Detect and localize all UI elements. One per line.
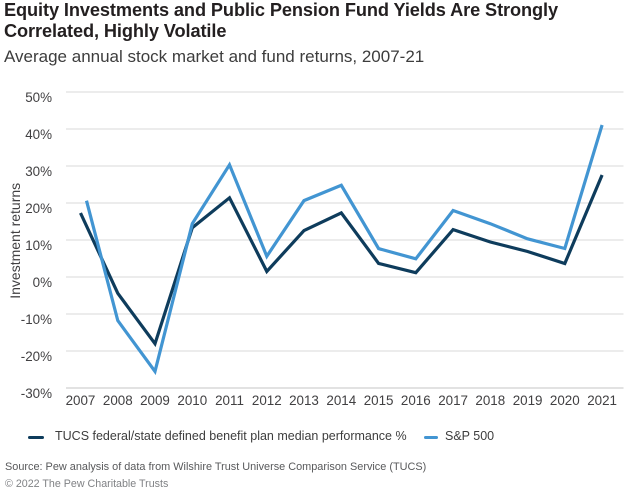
- svg-text:2016: 2016: [401, 393, 431, 408]
- svg-text:2020: 2020: [550, 393, 580, 408]
- svg-text:2009: 2009: [140, 393, 170, 408]
- svg-text:20%: 20%: [25, 201, 52, 216]
- svg-text:2017: 2017: [438, 393, 468, 408]
- svg-text:0%: 0%: [33, 275, 52, 290]
- svg-text:50%: 50%: [25, 90, 52, 105]
- svg-text:2007: 2007: [66, 393, 96, 408]
- svg-text:2011: 2011: [215, 393, 244, 408]
- svg-text:-10%: -10%: [21, 312, 52, 327]
- svg-text:2014: 2014: [326, 393, 356, 408]
- svg-text:2015: 2015: [364, 393, 394, 408]
- svg-text:2013: 2013: [289, 393, 319, 408]
- svg-text:2018: 2018: [475, 393, 505, 408]
- svg-text:Investment returns: Investment returns: [7, 183, 23, 299]
- svg-text:2012: 2012: [252, 393, 282, 408]
- svg-text:-20%: -20%: [21, 349, 52, 364]
- svg-text:2008: 2008: [103, 393, 133, 408]
- svg-text:10%: 10%: [25, 238, 52, 253]
- svg-text:40%: 40%: [25, 127, 52, 142]
- svg-text:30%: 30%: [25, 164, 52, 179]
- svg-text:2010: 2010: [177, 393, 207, 408]
- svg-text:2019: 2019: [513, 393, 543, 408]
- svg-text:-30%: -30%: [21, 386, 52, 401]
- svg-text:2021: 2021: [587, 393, 617, 408]
